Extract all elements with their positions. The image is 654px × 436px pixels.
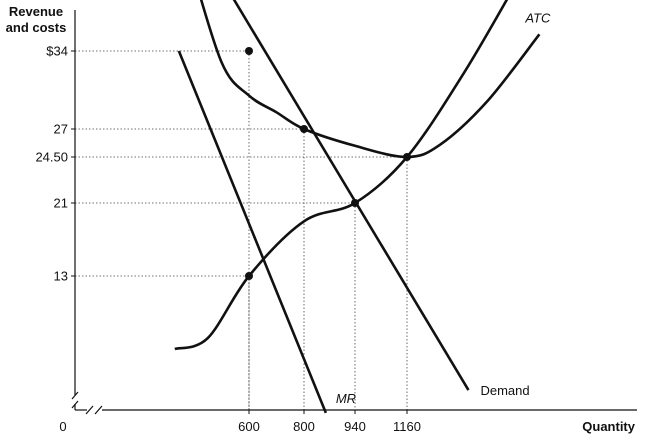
- key-point-2: [351, 199, 359, 207]
- key-point-1: [300, 125, 308, 133]
- mr-curve: [177, 50, 328, 414]
- axis-break-icon: [71, 391, 103, 415]
- y-tick-label-4: 13: [54, 269, 68, 284]
- demand-curve: [232, 0, 470, 391]
- x-tick-label-0: 600: [238, 419, 260, 434]
- y-tick-label-1: 27: [54, 122, 68, 137]
- demand-curve-label: Demand: [480, 383, 529, 398]
- y-tick-label-2: 24.50: [35, 150, 68, 165]
- x-tick-label-2: 940: [344, 419, 366, 434]
- x-tick-label-1: 800: [293, 419, 315, 434]
- origin-label: 0: [59, 419, 66, 434]
- curves: [174, 0, 541, 414]
- labels: Revenue and costs Quantity 0 $34 27 24.50 2…: [6, 4, 636, 434]
- atc-curve: [199, 0, 541, 159]
- key-point-4: [245, 272, 253, 280]
- key-point-0: [245, 47, 253, 55]
- key-point-3: [403, 153, 411, 161]
- atc-curve-label: ATC: [524, 10, 551, 25]
- y-axis-title-line2: and costs: [6, 20, 67, 35]
- y-axis-title-line1: Revenue: [9, 4, 63, 19]
- key-points: [245, 47, 411, 280]
- guide-lines: [75, 50, 408, 410]
- y-tick-label-0: $34: [46, 44, 68, 59]
- x-tick-label-3: 1160: [393, 419, 421, 434]
- axes: [71, 10, 637, 415]
- y-tick-label-3: 21: [54, 196, 68, 211]
- mr-curve-label: MR: [336, 391, 356, 406]
- mc-curve: [174, 0, 509, 351]
- x-axis-title: Quantity: [582, 419, 635, 434]
